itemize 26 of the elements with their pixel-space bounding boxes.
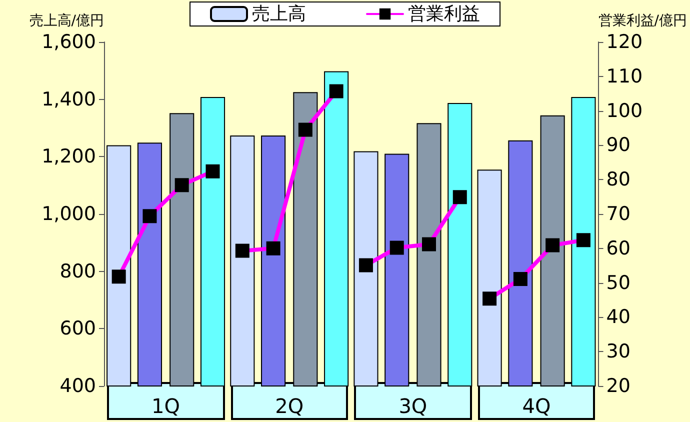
y-tick-label: 1,400 — [42, 88, 96, 110]
y2-tick-label: 110 — [606, 65, 643, 88]
y-tick-label: 1,200 — [42, 146, 96, 168]
y2-tick-label: 40 — [606, 306, 630, 328]
y2-tick-label: 90 — [606, 134, 630, 156]
y-tick-label: 1,600 — [42, 31, 96, 53]
x-tick-label: 3Q — [398, 394, 428, 418]
y2-tick-label: 60 — [606, 237, 630, 260]
y2-tick-label: 80 — [606, 168, 630, 191]
y2-tick-label: 120 — [606, 31, 643, 53]
y-tick-label: 1,000 — [42, 203, 96, 225]
x-tick-label: 4Q — [522, 394, 551, 418]
y-axis-title: 売上高/億円 — [29, 13, 104, 29]
y2-axis-title: 営業利益/億円 — [598, 13, 687, 29]
y2-tick-label: 20 — [606, 375, 630, 397]
legend-label: 営業利益 — [408, 4, 480, 24]
x-tick-label: 1Q — [152, 394, 180, 418]
x-tick-label: 2Q — [275, 394, 304, 418]
y-tick-label: 600 — [60, 318, 96, 340]
y2-tick-label: 30 — [606, 340, 630, 363]
y-tick-label: 800 — [60, 260, 96, 282]
y2-tick-label: 70 — [606, 203, 630, 225]
y2-tick-label: 50 — [606, 272, 630, 294]
y-tick-label: 400 — [60, 375, 96, 397]
legend-label: 売上高 — [252, 4, 306, 24]
y2-tick-label: 100 — [606, 100, 643, 122]
